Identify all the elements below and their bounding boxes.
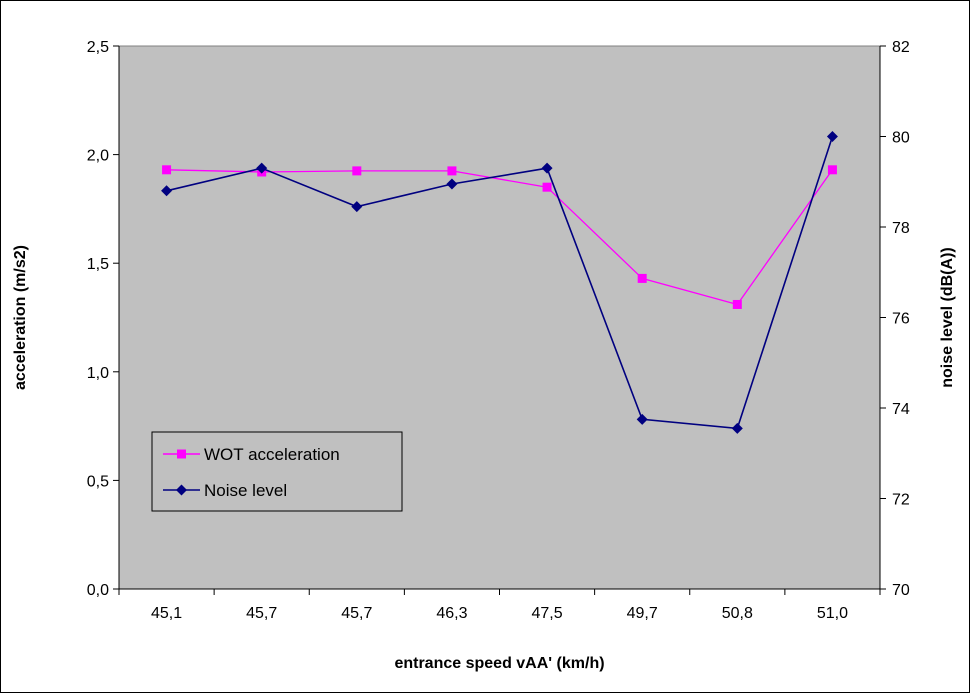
noise-level-point [541,162,553,174]
x-tick-label: 49,7 [627,605,658,622]
wot-acceleration-point [447,166,457,176]
y2-tick-label: 76 [892,311,910,328]
y-tick-label: 1,5 [87,256,109,273]
y2-tick-label: 70 [892,582,910,599]
y2-tick-label: 80 [892,130,910,147]
noise-level-point [351,201,363,213]
noise-level-point [636,413,648,425]
x-tick-label: 51,0 [817,605,848,622]
x-axis-title: entrance speed vAA' (km/h) [394,655,604,672]
wot-acceleration-point [732,299,742,309]
y-tick-label: 2,5 [87,39,109,56]
wot-acceleration-point [827,165,837,175]
legend-marker-wot [177,449,186,459]
wot-acceleration-point [162,165,172,175]
y2-tick-label: 82 [892,39,910,56]
y-tick-label: 1,0 [87,365,109,382]
noise-level-point [161,185,173,197]
series-line-noise-level [166,136,834,430]
x-tick-label: 45,1 [151,605,182,622]
noise-level-point [731,422,743,434]
y-tick-label: 2,0 [87,148,109,165]
x-tick-label: 47,5 [531,605,562,622]
y-axis-title: acceleration (m/s2) [12,245,29,390]
noise-level-point [256,162,268,174]
legend: WOT acceleration Noise level [151,431,403,512]
x-tick-label: 46,3 [436,605,467,622]
series-line-wot-acceleration [166,169,833,306]
y2-tick-label: 78 [892,220,910,237]
noise-level-point [446,178,458,190]
y2-tick-label: 72 [892,492,910,509]
y2-axis-title: noise level (dB(A)) [939,247,956,387]
y-tick-label: 0,0 [87,582,109,599]
x-tick-label: 45,7 [341,605,372,622]
legend-marker-noise [176,484,187,496]
noise-level-point [826,131,838,142]
wot-acceleration-point [352,166,362,176]
y-tick-label: 0,5 [87,473,109,490]
x-tick-label: 50,8 [722,605,753,622]
y2-tick-label: 74 [892,401,910,418]
wot-acceleration-point [542,182,552,192]
legend-box [151,431,403,512]
legend-label-noise: Noise level [204,481,287,500]
legend-label-wot: WOT acceleration [204,445,340,464]
wot-acceleration-point [637,273,647,283]
x-tick-label: 45,7 [246,605,277,622]
